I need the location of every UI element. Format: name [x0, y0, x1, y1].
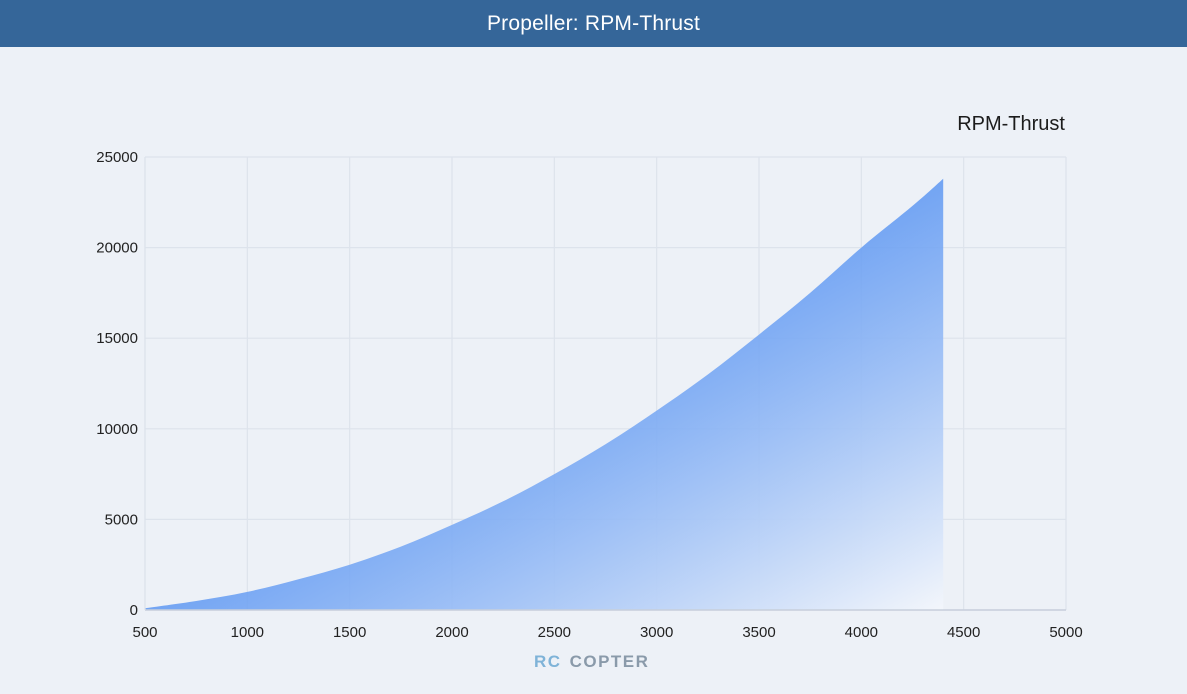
area-series — [144, 178, 944, 610]
watermark-logo: RC COPTER — [534, 652, 649, 672]
x-tick-label: 2500 — [538, 624, 571, 641]
x-tick-label: 1000 — [231, 624, 264, 641]
y-tick-label: 0 — [130, 602, 138, 619]
axes: 500 1000 1500 2000 2500 3000 3500 4000 4500 5000 0… — [96, 149, 1082, 641]
x-tick-label: 4500 — [947, 624, 980, 641]
x-tick-label: 3000 — [640, 624, 673, 641]
header-bar: Propeller: RPM-Thrust — [0, 0, 1187, 47]
x-tick-label: 500 — [132, 624, 157, 641]
rpm-thrust-chart: 500 1000 1500 2000 2500 3000 3500 4000 4500 5000 0… — [96, 149, 1082, 641]
x-tick-label: 1500 — [333, 624, 366, 641]
x-tick-label: 3500 — [742, 624, 775, 641]
x-tick-label: 4000 — [845, 624, 878, 641]
y-tick-label: 15000 — [96, 330, 138, 347]
chart-title: RPM-Thrust — [957, 113, 1065, 135]
y-tick-label: 20000 — [96, 240, 138, 257]
watermark-copter: COPTER — [569, 652, 650, 671]
y-tick-label: 25000 — [96, 149, 138, 166]
y-tick-label: 10000 — [96, 421, 138, 438]
area-fill — [145, 178, 944, 610]
y-tick-label: 5000 — [105, 511, 138, 528]
x-tick-label: 5000 — [1049, 624, 1082, 641]
watermark-rc: RC — [534, 652, 562, 671]
page-title: Propeller: RPM-Thrust — [486, 11, 701, 35]
x-tick-label: 2000 — [435, 624, 468, 641]
chart-container: 500 1000 1500 2000 2500 3000 3500 4000 4500 5000 0… — [0, 47, 1187, 694]
